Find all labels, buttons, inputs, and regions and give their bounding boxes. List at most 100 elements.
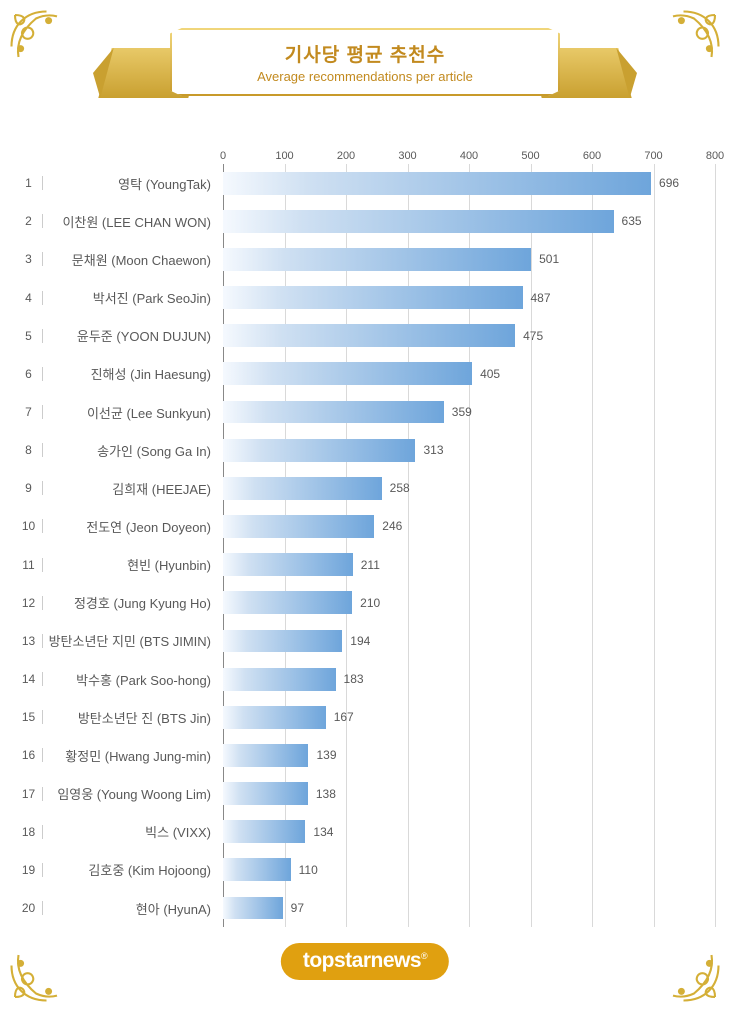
rank-number: 1 (15, 176, 43, 190)
x-tick: 400 (460, 150, 478, 162)
bar (223, 897, 283, 920)
chart-row: 7이선균 (Lee Sunkyun) 359 (15, 393, 715, 431)
rank-number: 16 (15, 748, 43, 762)
chart-row: 4박서진 (Park SeoJin)487 (15, 278, 715, 316)
rank-number: 14 (15, 672, 43, 686)
logo-text: topstarnews (303, 949, 421, 972)
bar-value: 167 (334, 710, 354, 724)
chart-title-ko: 기사당 평균 추천수 (285, 40, 445, 67)
chart-row: 6진해성 (Jin Haesung)405 (15, 355, 715, 393)
bar-value: 405 (480, 367, 500, 381)
corner-flourish-icon (652, 934, 722, 1004)
rank-number: 19 (15, 863, 43, 877)
corner-flourish-icon (8, 8, 78, 78)
item-name: 박서진 (Park SeoJin) (43, 288, 223, 307)
bar (223, 782, 308, 805)
chart-row: 20현아 (HyunA)97 (15, 889, 715, 927)
rank-number: 10 (15, 519, 43, 533)
gridline (715, 164, 716, 927)
rank-number: 4 (15, 291, 43, 305)
bar-cell: 210 (223, 584, 715, 622)
bar-cell: 110 (223, 851, 715, 889)
bar-cell: 139 (223, 736, 715, 774)
bar-value: 313 (423, 443, 443, 457)
bar-cell: 313 (223, 431, 715, 469)
chart-row: 5윤두준 (YOON DUJUN)475 (15, 317, 715, 355)
x-axis: 0100200300400500600700800 (15, 140, 715, 164)
item-name: 현아 (HyunA) (43, 899, 223, 918)
chart-row: 12정경호 (Jung Kyung Ho)210 (15, 584, 715, 622)
rank-number: 2 (15, 214, 43, 228)
chart-row: 18빅스 (VIXX)134 (15, 813, 715, 851)
bar-value: 194 (350, 634, 370, 648)
rank-number: 6 (15, 367, 43, 381)
chart-row: 2이찬원 (LEE CHAN WON)635 (15, 202, 715, 240)
x-tick: 800 (706, 150, 724, 162)
item-name: 황정민 (Hwang Jung-min) (43, 746, 223, 765)
logo-mark: ® (421, 951, 427, 961)
bar-cell: 405 (223, 355, 715, 393)
bar-cell: 696 (223, 164, 715, 202)
bar-value: 110 (299, 863, 318, 877)
x-tick: 600 (583, 150, 601, 162)
bar-value: 97 (291, 901, 304, 915)
bar (223, 706, 326, 729)
bar (223, 401, 444, 424)
bar-cell: 194 (223, 622, 715, 660)
item-name: 송가인 (Song Ga In) (43, 441, 223, 460)
corner-flourish-icon (652, 8, 722, 78)
rank-number: 18 (15, 825, 43, 839)
bar (223, 210, 614, 233)
chart-row: 15방탄소년단 진 (BTS Jin)167 (15, 698, 715, 736)
bar-cell: 134 (223, 813, 715, 851)
rank-number: 13 (15, 634, 43, 648)
bar (223, 515, 374, 538)
bar (223, 553, 353, 576)
chart-row: 14박수홍 (Park Soo-hong)183 (15, 660, 715, 698)
chart-row: 11현빈 (Hyunbin)211 (15, 546, 715, 584)
bar (223, 668, 336, 691)
item-name: 임영웅 (Young Woong Lim) (43, 784, 223, 803)
bar-value: 211 (361, 558, 380, 572)
bar-cell: 183 (223, 660, 715, 698)
chart-row: 10전도연 (Jeon Doyeon)246 (15, 507, 715, 545)
chart-rows: 1영탁 (YoungTak)6962이찬원 (LEE CHAN WON)6353… (15, 164, 715, 927)
item-name: 이선균 (Lee Sunkyun) (43, 403, 223, 422)
bar-value: 210 (360, 596, 380, 610)
bar-value: 501 (539, 252, 559, 266)
bar-cell: 246 (223, 507, 715, 545)
item-name: 윤두준 (YOON DUJUN) (43, 326, 223, 345)
x-tick: 200 (337, 150, 355, 162)
title-ribbon: 기사당 평균 추천수 Average recommendations per a… (140, 20, 590, 115)
bar-value: 258 (390, 481, 410, 495)
item-name: 김희재 (HEEJAE) (43, 479, 223, 498)
item-name: 현빈 (Hyunbin) (43, 555, 223, 574)
x-tick: 700 (644, 150, 662, 162)
bar-cell: 138 (223, 775, 715, 813)
x-tick: 100 (275, 150, 293, 162)
bar (223, 362, 472, 385)
bar-value: 138 (316, 787, 336, 801)
bar-value: 134 (313, 825, 333, 839)
bar-value: 696 (659, 176, 679, 190)
brand-logo: topstarnews® (281, 943, 449, 980)
bar (223, 324, 515, 347)
chart-row: 19김호중 (Kim Hojoong)110 (15, 851, 715, 889)
bar (223, 630, 342, 653)
bar-cell: 635 (223, 202, 715, 240)
rank-number: 8 (15, 443, 43, 457)
bar (223, 820, 305, 843)
x-tick: 300 (398, 150, 416, 162)
rank-number: 7 (15, 405, 43, 419)
bar-chart: 0100200300400500600700800 1영탁 (YoungTak)… (15, 140, 715, 927)
bar (223, 439, 415, 462)
ribbon-front: 기사당 평균 추천수 Average recommendations per a… (170, 28, 560, 96)
rank-number: 17 (15, 787, 43, 801)
bar (223, 477, 382, 500)
bar-cell: 97 (223, 889, 715, 927)
chart-title-en: Average recommendations per article (257, 69, 473, 84)
bar-value: 359 (452, 405, 472, 419)
corner-flourish-icon (8, 934, 78, 1004)
rank-number: 5 (15, 329, 43, 343)
bar-value: 183 (344, 672, 364, 686)
